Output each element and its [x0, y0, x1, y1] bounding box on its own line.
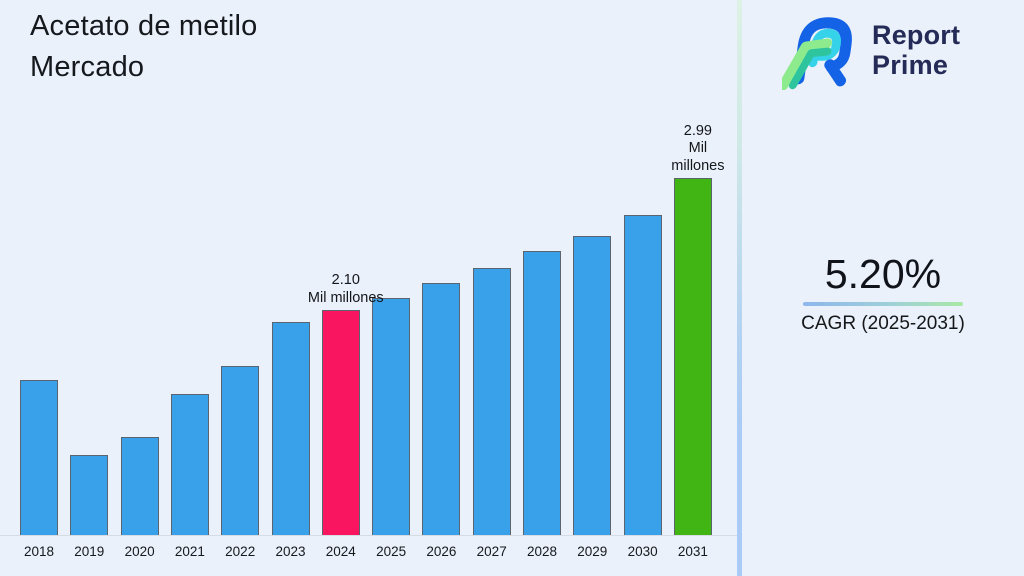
x-tick-2026: 2026	[426, 544, 457, 559]
x-tick-2031: 2031	[677, 544, 708, 559]
report-prime-logo-text: Report Prime	[872, 20, 960, 80]
cagr-label: CAGR (2025-2031)	[801, 313, 965, 334]
x-tick-2030: 2030	[627, 544, 658, 559]
report-prime-logo: Report Prime	[782, 10, 960, 90]
bar-2029	[573, 236, 612, 535]
bar-2025	[372, 298, 411, 535]
bar-2021	[170, 394, 209, 535]
bar-2026	[422, 283, 461, 535]
bar-2027	[472, 268, 511, 535]
x-tick-2020: 2020	[124, 544, 155, 559]
bar-2031	[673, 178, 712, 535]
bar-2024	[321, 310, 360, 535]
bar-2020	[120, 437, 159, 535]
x-tick-2028: 2028	[526, 544, 558, 559]
bar-2030	[623, 215, 662, 535]
x-tick-2018: 2018	[23, 544, 55, 559]
bar-2019	[70, 455, 109, 535]
cagr-panel: 5.20% CAGR (2025-2031)	[742, 250, 1024, 335]
x-tick-2025: 2025	[376, 544, 407, 559]
x-tick-2021: 2021	[174, 544, 205, 559]
logo-word-prime: Prime	[872, 50, 949, 80]
market-bar-chart: 2018 2019 2020 2021 2022 2023 2024 2025 2026 2027…	[0, 123, 737, 559]
report-prime-logo-icon	[782, 17, 852, 90]
page-title: Acetato de metilo Mercado	[30, 10, 258, 83]
bar-2028	[523, 251, 561, 535]
x-tick-2029: 2029	[577, 544, 608, 559]
value-label-2031: 2.99 Mil millones	[671, 122, 725, 174]
x-tick-2027: 2027	[476, 544, 507, 559]
x-tick-2023: 2023	[275, 544, 306, 559]
bar-2022	[221, 366, 260, 535]
value-label-2024: 2.10 Mil millones	[307, 272, 384, 306]
bar-2018	[20, 380, 58, 535]
logo-word-report: Report	[872, 20, 961, 50]
x-tick-2019: 2019	[74, 544, 105, 559]
x-tick-2024: 2024	[325, 544, 356, 559]
cagr-value: 5.20%	[824, 251, 942, 297]
panel-divider	[737, 0, 742, 576]
x-tick-2022: 2022	[225, 544, 256, 559]
cagr-underline	[803, 302, 963, 306]
bar-2023	[271, 322, 310, 535]
